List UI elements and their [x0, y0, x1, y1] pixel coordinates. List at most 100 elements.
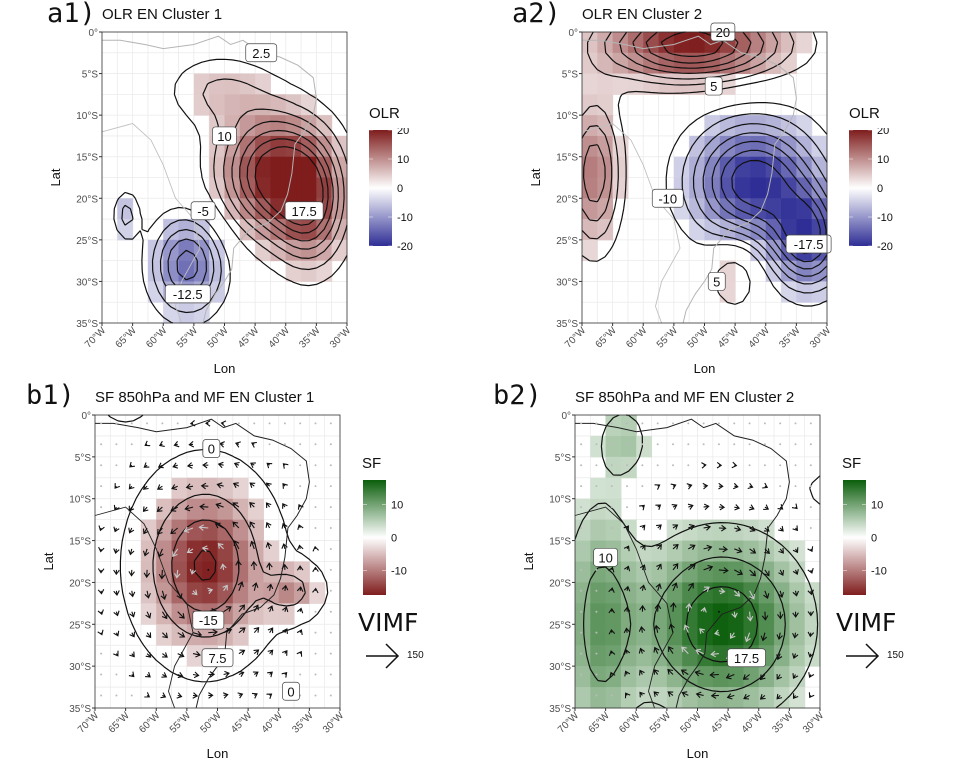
y-tick-label: 25°S — [69, 620, 91, 631]
heatmap-tile — [202, 624, 218, 646]
vector-arrow — [734, 547, 743, 554]
contour-label: 0 — [282, 681, 300, 701]
vector-dot — [115, 464, 118, 467]
heatmap-tile — [263, 540, 280, 562]
heatmap-tile — [712, 624, 729, 646]
vector-dot — [314, 652, 317, 655]
heatmap-tile — [758, 666, 775, 688]
heatmap-tile — [239, 177, 256, 199]
heatmap-tile — [743, 666, 760, 688]
heatmap-tile — [620, 456, 637, 479]
vector-arrow — [725, 673, 735, 680]
heatmap-tile — [651, 540, 668, 562]
y-axis-label: Lat — [521, 552, 536, 570]
heatmap-tile — [689, 198, 705, 220]
vector-arrow — [201, 545, 209, 552]
vector-dot — [626, 422, 629, 425]
vector-arrow — [792, 611, 799, 618]
heatmap-tile — [270, 198, 287, 220]
vector-arrow — [177, 632, 186, 638]
heatmap-tile — [774, 582, 790, 604]
panel-a2: a2) OLR EN Cluster 2 20 5 -10 -17.5 5 70°W 65°… — [480, 0, 960, 380]
vector-arrow — [238, 670, 245, 677]
heatmap-tile — [301, 177, 317, 199]
y-tick-label: 35°S — [556, 319, 578, 330]
vector-dot — [748, 464, 751, 467]
vector-dot — [130, 422, 133, 425]
vector-arrow — [654, 484, 661, 490]
heatmap-tile — [774, 603, 790, 625]
vector-arrow — [145, 611, 152, 619]
vector-arrow — [174, 569, 181, 579]
vector-arrow — [158, 440, 165, 447]
heatmap-tile — [217, 540, 234, 562]
vector-arrow — [792, 632, 799, 639]
vector-arrow — [734, 569, 744, 576]
vector-arrow — [726, 693, 735, 700]
vector-dot — [763, 422, 766, 425]
heatmap-tile — [682, 582, 698, 604]
vector-dot — [687, 422, 690, 425]
vector-dot — [733, 422, 736, 425]
heatmap-tile — [171, 498, 188, 521]
vector-arrow — [709, 671, 719, 679]
vector-dot — [299, 422, 302, 425]
vector-arrow — [672, 524, 679, 530]
vector-arrow — [759, 674, 766, 681]
heatmap-tile — [294, 561, 310, 583]
vector-arrow — [144, 692, 151, 698]
heatmap-tile — [171, 582, 188, 604]
colorbar-gradient — [369, 130, 392, 246]
vector-arrow — [653, 624, 661, 633]
y-tick-label: 5°S — [555, 453, 572, 464]
vector-dot — [794, 443, 797, 446]
heatmap-tile — [278, 561, 295, 583]
vector-arrow — [281, 543, 288, 550]
contour-line — [254, 146, 324, 226]
vector-arrow — [734, 525, 742, 532]
vector-arrow — [746, 611, 754, 622]
vector-arrow — [654, 603, 662, 612]
heatmap-tile — [575, 561, 591, 583]
vector-dot — [329, 652, 332, 655]
vector-dot — [580, 652, 583, 655]
heatmap-tile — [575, 624, 591, 646]
heatmap-tile — [743, 603, 760, 625]
vector-arrow — [623, 606, 631, 612]
heatmap-tile — [804, 603, 821, 625]
vector-dot — [794, 464, 797, 467]
heatmap-tile — [697, 645, 714, 667]
heatmap-tile — [666, 561, 683, 583]
contour-label-text: 10 — [598, 550, 612, 565]
colorbar-tick-label: 10 — [391, 500, 403, 512]
vector-arrow — [114, 483, 120, 489]
x-tick-label: 55°W — [168, 710, 194, 736]
vector-arrow — [189, 419, 196, 427]
contour-line — [681, 113, 828, 294]
heatmap-tile — [140, 603, 157, 625]
y-tick-label: 10°S — [76, 111, 98, 122]
heatmap-tile — [605, 477, 622, 500]
vector-arrow — [113, 569, 120, 576]
vector-dot — [595, 485, 598, 488]
vector-dot — [329, 568, 332, 571]
vector-arrow — [734, 504, 741, 511]
heatmap-tile — [140, 540, 157, 562]
contour-label-box — [192, 610, 225, 630]
vector-arrow — [142, 484, 149, 490]
vector-arrow — [762, 482, 769, 489]
heatmap-tile — [186, 519, 203, 542]
vector-dot — [268, 422, 271, 425]
vector-arrow — [296, 650, 303, 657]
vector-arrow — [250, 462, 256, 469]
vector-dot — [314, 694, 317, 697]
vector-arrow — [192, 692, 199, 699]
heatmap-tile — [255, 135, 271, 158]
colorbar-tick-label: 0 — [397, 183, 403, 195]
vector-arrow — [624, 692, 631, 699]
vector-arrow — [281, 522, 288, 529]
heatmap-tile — [590, 435, 607, 458]
contour-label: 5 — [707, 272, 726, 291]
contour-label-text: -5 — [197, 204, 209, 219]
vector-arrow — [142, 506, 149, 513]
